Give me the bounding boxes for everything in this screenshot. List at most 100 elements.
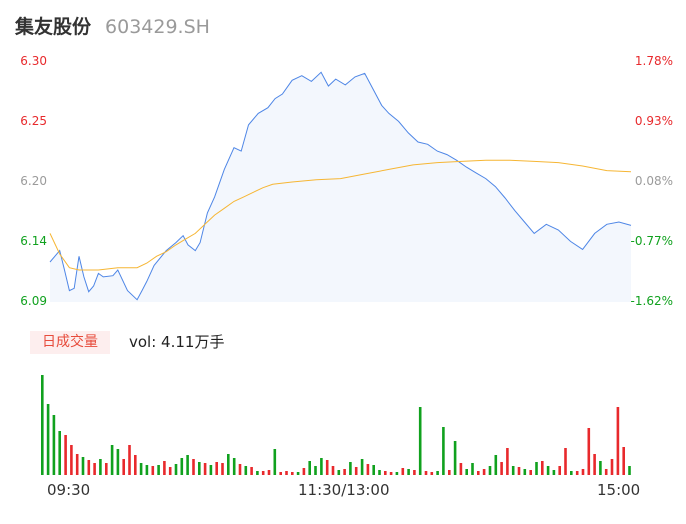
pct-tick-4: -0.77%: [630, 234, 673, 248]
stock-header: 集友股份 603429.SH: [15, 12, 210, 40]
volume-bar: [215, 462, 218, 475]
volume-bar: [546, 466, 550, 475]
volume-bar: [116, 449, 120, 475]
price-tick-5: 6.09: [20, 294, 47, 308]
price-tick-4: 6.14: [20, 234, 47, 248]
volume-bar: [314, 466, 317, 475]
volume-bar: [41, 375, 44, 475]
volume-bar: [296, 472, 300, 475]
time-label-open: 09:30: [47, 481, 91, 499]
volume-bar: [209, 465, 213, 475]
volume-bar: [87, 460, 91, 475]
volume-bar: [157, 465, 160, 475]
price-tick-2: 6.25: [20, 114, 47, 128]
volume-bar: [587, 428, 591, 475]
volume-bar: [506, 448, 509, 475]
volume-bar: [494, 455, 498, 475]
volume-bar: [139, 463, 143, 475]
volume-bar: [134, 455, 137, 475]
volume-bar: [198, 462, 201, 475]
volume-bar: [128, 445, 131, 475]
volume-bar: [424, 471, 428, 475]
volume-bar: [244, 466, 248, 475]
volume-bars: [41, 375, 631, 475]
volume-bar: [349, 462, 352, 475]
volume-bar: [285, 471, 288, 475]
volume-bar: [517, 467, 521, 475]
volume-bar: [581, 469, 585, 475]
volume-bar: [616, 407, 620, 475]
volume-bar: [558, 466, 561, 475]
volume-bar: [628, 466, 631, 475]
volume-bar: [413, 470, 416, 475]
volume-bar: [401, 468, 405, 475]
volume-bar: [273, 449, 277, 475]
volume-bar: [471, 463, 474, 475]
volume-bar: [541, 461, 544, 475]
volume-bar: [622, 447, 625, 475]
pct-tick-2: 0.93%: [634, 114, 673, 128]
volume-bar: [320, 458, 323, 475]
volume-bar: [279, 472, 282, 475]
volume-bar: [477, 471, 480, 475]
volume-bar: [378, 470, 381, 475]
volume-bar: [81, 457, 85, 475]
volume-bar: [575, 471, 579, 475]
volume-bar: [232, 458, 236, 475]
volume-bar: [337, 470, 341, 475]
volume-bar: [250, 467, 253, 475]
volume-bar: [325, 460, 329, 475]
volume-bar: [238, 464, 242, 475]
volume-bar: [395, 472, 399, 475]
price-line: [49, 71, 632, 301]
volume-bar: [267, 470, 271, 475]
volume-bar: [610, 459, 614, 475]
volume-bar: [145, 465, 149, 475]
volume-bar: [418, 407, 422, 475]
stock-code: 603429.SH: [105, 16, 210, 38]
volume-bar: [291, 472, 294, 475]
volume-bar: [343, 469, 346, 475]
pct-tick-1: 1.78%: [634, 54, 673, 68]
price-tick-1: 6.30: [20, 54, 47, 68]
volume-bar: [366, 464, 370, 475]
volume-bar: [186, 455, 189, 475]
volume-bar: [151, 466, 155, 475]
volume-label: vol: 4.11万手: [129, 333, 225, 351]
volume-bar: [58, 431, 61, 475]
volume-bar: [354, 467, 358, 475]
pct-tick-3: 0.08%: [634, 174, 673, 188]
volume-bar: [384, 471, 387, 475]
volume-bar: [488, 466, 492, 475]
volume-bar: [105, 463, 108, 475]
volume-bar: [308, 461, 311, 475]
volume-bar: [389, 472, 393, 475]
volume-bar: [436, 471, 439, 475]
volume-bar: [203, 463, 207, 475]
average-price-line: [49, 159, 632, 271]
volume-bar: [360, 459, 364, 475]
volume-bar: [75, 454, 79, 475]
volume-bar: [372, 465, 375, 475]
volume-bar: [593, 454, 596, 475]
volume-bar: [459, 463, 463, 475]
volume-bar: [168, 467, 172, 475]
volume-bar: [180, 458, 184, 475]
volume-bar: [52, 415, 56, 475]
volume-bar: [256, 471, 259, 475]
volume-bar: [453, 441, 457, 475]
volume-bar: [163, 461, 166, 475]
volume-bar: [93, 463, 96, 475]
volume-bar: [442, 427, 445, 475]
volume-bar: [570, 471, 573, 475]
volume-bar: [46, 404, 50, 475]
price-area-fill: [50, 72, 631, 302]
volume-bar: [511, 466, 515, 475]
volume-bar: [331, 466, 335, 475]
volume-bar: [99, 459, 102, 475]
volume-tag[interactable]: 日成交量: [30, 331, 110, 354]
volume-bar: [221, 463, 224, 475]
volume-bar: [599, 461, 602, 475]
volume-bar: [523, 469, 527, 475]
volume-bar: [122, 459, 125, 475]
